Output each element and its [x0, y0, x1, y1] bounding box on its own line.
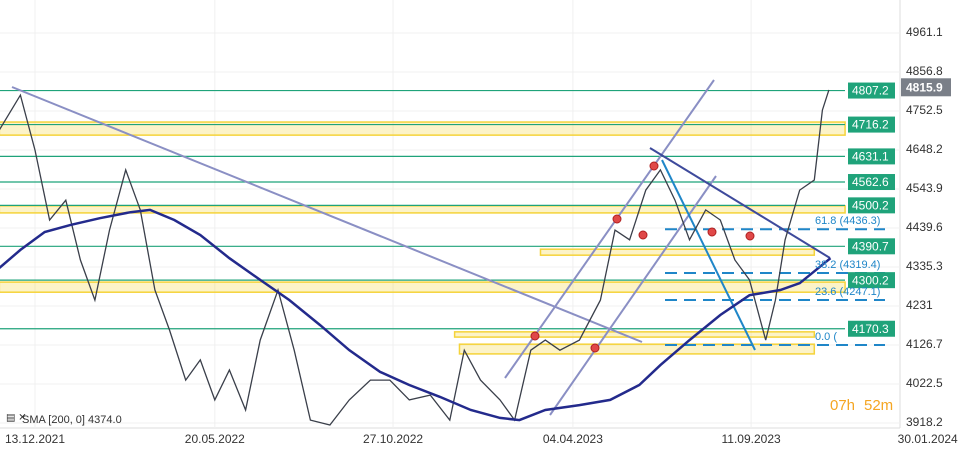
trend-line — [661, 159, 756, 351]
trend-line — [11, 86, 643, 343]
y-tick-label: 4231 — [906, 298, 933, 312]
y-tick-label: 4961.1 — [906, 25, 943, 39]
sma-line — [0, 208, 832, 422]
fib-label: 23.6 (4247.1) — [815, 286, 880, 298]
level-label: 4300.2 — [852, 273, 889, 287]
y-tick-label: 4856.8 — [906, 64, 943, 78]
level-label: 4500.2 — [852, 199, 889, 213]
marker — [707, 227, 717, 237]
level-tag — [848, 174, 895, 191]
trend-lines — [11, 79, 831, 416]
last-price-label: 4815.9 — [906, 80, 943, 94]
fib-label: 38.2 (4319.4) — [815, 259, 880, 271]
zone — [0, 281, 846, 293]
timer-minutes: 52m — [864, 397, 893, 414]
marker — [638, 230, 648, 240]
fib-label: 0.0 ( — [815, 331, 837, 343]
timer-hours: 07h — [830, 397, 855, 414]
marker — [745, 231, 755, 241]
level-tag — [848, 272, 895, 289]
y-tick-label: 4126.7 — [906, 337, 943, 351]
x-tick-label: 04.04.2023 — [543, 432, 603, 446]
x-tick-label: 13.12.2021 — [5, 432, 65, 446]
y-tick-label: 4752.5 — [906, 103, 943, 117]
level-label: 4807.2 — [852, 84, 889, 98]
level-tag — [848, 116, 895, 133]
level-tag — [848, 238, 895, 255]
level-label: 4390.7 — [852, 239, 889, 253]
level-tag — [848, 148, 895, 165]
y-tick-label: 4648.2 — [906, 142, 943, 156]
zone — [539, 248, 816, 256]
y-tick-label: 4543.9 — [906, 181, 943, 195]
legend-sma: SMA [200, 0] 4374.0 — [22, 414, 122, 426]
fib-label: 61.8 (4436.3) — [815, 215, 880, 227]
y-tick-label: 4335.3 — [906, 259, 943, 273]
zone — [453, 331, 816, 338]
trend-line — [649, 147, 831, 259]
level-label: 4631.1 — [852, 150, 889, 164]
y-tick-label: 4022.5 — [906, 376, 943, 390]
marker — [530, 331, 540, 341]
zone — [458, 343, 816, 355]
y-tick-label: 3918.2 — [906, 415, 943, 429]
level-label: 4562.6 — [852, 175, 889, 189]
level-label: 4716.2 — [852, 118, 889, 132]
level-tag — [848, 82, 895, 99]
x-tick-label: 27.10.2022 — [363, 432, 423, 446]
x-tick-label: 11.09.2023 — [722, 432, 781, 446]
last-price-tag — [901, 78, 951, 97]
level-tag — [848, 320, 895, 337]
level-label: 4170.3 — [852, 322, 889, 336]
marker — [590, 343, 600, 353]
price-line — [0, 89, 830, 426]
zone — [0, 121, 846, 136]
markers — [530, 161, 755, 353]
marker — [649, 161, 659, 171]
channel-line — [504, 79, 715, 379]
level-tag — [848, 197, 895, 214]
legend-icon: ▤ ✕ — [6, 413, 27, 424]
y-tick-label: 4439.6 — [906, 220, 943, 234]
x-tick-label: 30.01.2024 — [898, 432, 958, 446]
x-tick-label: 20.05.2022 — [185, 432, 245, 446]
marker — [612, 214, 622, 224]
